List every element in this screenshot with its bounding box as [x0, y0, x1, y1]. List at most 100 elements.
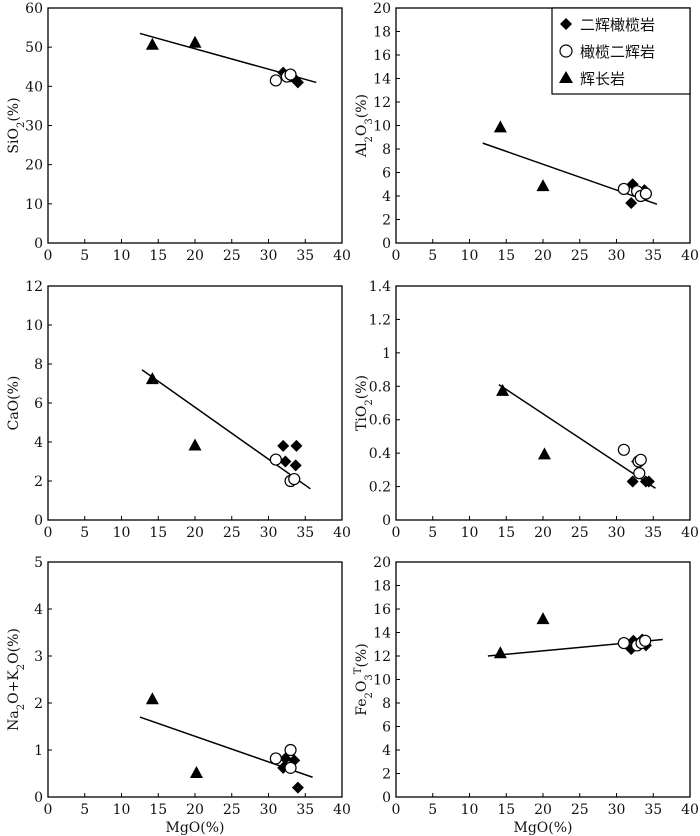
y-tick-label: 1.2: [369, 312, 391, 328]
y-tick-label: 2: [34, 474, 43, 490]
y-axis-title-part: O(%): [6, 628, 22, 664]
x-tick-label: 10: [113, 525, 131, 541]
y-axis-title-part: SiO: [6, 128, 22, 154]
y-axis-title: Fe2O3T(%): [353, 643, 375, 715]
chart-panel-fe2o3t: 0 5 10 15 20 25 30 35 4002468101214161820Fe2O3T(…: [353, 555, 699, 836]
x-tick-label: 10: [461, 248, 479, 264]
x-tick-label: 20: [534, 802, 552, 818]
y-tick-label: 6: [34, 396, 43, 412]
y-axis-title-part: 2: [16, 664, 27, 670]
triangle-point: [145, 692, 159, 705]
circle-point: [269, 74, 282, 87]
x-tick-label: 25: [571, 248, 589, 264]
y-axis-title-part: 2: [364, 692, 375, 698]
y-tick-label: 2: [382, 213, 391, 229]
trend-line: [482, 142, 658, 205]
x-tick-label: 25: [571, 525, 589, 541]
y-axis-title-part: 2: [16, 704, 27, 710]
legend-label: 二辉橄榄岩: [580, 16, 655, 34]
y-axis-title-part: TiO: [354, 406, 370, 431]
x-tick-label: 35: [296, 525, 314, 541]
y-axis-title-part: (%): [354, 94, 370, 118]
diamond-point: [626, 475, 639, 488]
triangle-point: [189, 766, 203, 779]
y-tick-label: 14: [373, 72, 391, 88]
y-tick-label: 4: [34, 602, 43, 618]
y-tick-label: 3: [34, 649, 43, 665]
y-tick-label: 1: [382, 346, 391, 362]
x-tick-label: 25: [223, 248, 241, 264]
y-tick-label: 40: [25, 79, 43, 95]
y-axis-title-part: CaO(%): [6, 376, 22, 431]
y-tick-label: 0.4: [369, 446, 391, 462]
y-axis-title-part: 3: [364, 118, 375, 124]
x-tick-label: 20: [186, 248, 204, 264]
y-tick-label: 2: [382, 767, 391, 783]
y-tick-label: 4: [382, 189, 391, 205]
y-tick-label: 0: [34, 790, 43, 806]
x-tick-label: 15: [149, 525, 167, 541]
legend-label: 辉长岩: [580, 70, 625, 88]
circle-point: [639, 187, 653, 200]
y-tick-label: 16: [373, 48, 391, 64]
x-tick-label: 10: [113, 248, 131, 264]
x-tick-label: 20: [534, 525, 552, 541]
y-tick-label: 10: [25, 197, 43, 213]
y-tick-label: 0.8: [369, 379, 391, 395]
y-axis-title-part: (%): [354, 375, 370, 399]
y-axis-title-part: Na: [6, 710, 22, 731]
x-tick-label: 40: [333, 248, 351, 264]
x-tick-label: 30: [608, 525, 626, 541]
chart-panel-tio2: 0 5 10 15 20 25 30 35 40 0 0.2 0.4 0.6 0.8 1 1.2 1.4 TiO2…: [354, 279, 699, 541]
x-tick-label: 0: [44, 525, 53, 541]
y-tick-label: 10: [373, 119, 391, 135]
x-tick-label: 0: [392, 525, 401, 541]
circle-point: [617, 182, 630, 196]
y-axis-title: TiO2(%): [354, 375, 375, 431]
triangle-point: [536, 612, 550, 625]
x-tick-label: 40: [681, 525, 699, 541]
x-tick-label: 35: [644, 248, 662, 264]
x-tick-label: 30: [260, 248, 278, 264]
circle-point: [617, 443, 630, 456]
y-axis-title-part: 2: [364, 136, 375, 142]
triangle-point: [496, 383, 510, 396]
x-tick-label: 30: [260, 802, 278, 818]
x-tick-label: 25: [571, 802, 589, 818]
y-tick-label: 14: [373, 626, 391, 642]
x-axis-title: MgO(%): [513, 820, 572, 836]
x-tick-label: 10: [461, 525, 479, 541]
x-tick-label: 5: [80, 525, 89, 541]
x-tick-label: 10: [461, 802, 479, 818]
legend-label: 橄榄二辉岩: [580, 43, 655, 61]
x-tick-label: 35: [644, 525, 662, 541]
y-axis-title-part: O+K: [6, 670, 22, 704]
x-tick-label: 25: [223, 802, 241, 818]
y-tick-label: 6: [382, 720, 391, 736]
x-tick-label: 25: [223, 525, 241, 541]
circle-point: [284, 743, 297, 757]
y-tick-label: 0.2: [369, 480, 391, 496]
y-tick-label: 5: [34, 555, 43, 571]
diamond-point: [642, 475, 655, 488]
x-tick-label: 35: [644, 802, 662, 818]
x-tick-label: 20: [186, 525, 204, 541]
x-tick-label: 5: [428, 802, 437, 818]
y-axis-title-part: O: [354, 125, 370, 136]
triangle-point: [493, 120, 507, 133]
y-tick-label: 0: [382, 513, 391, 529]
x-tick-label: 40: [333, 802, 351, 818]
y-axis-title-part: O: [354, 681, 370, 692]
triangle-point: [537, 447, 551, 460]
y-axis-title-part: (%): [354, 643, 370, 667]
diamond-point: [290, 439, 303, 452]
y-tick-label: 4: [382, 743, 391, 759]
x-tick-label: 40: [333, 525, 351, 541]
x-tick-label: 5: [428, 525, 437, 541]
chart-panel-sio2: 0 5 10 15 20 25 30 35 40 0 10 20 30 40 50 60 SiO2(%): [6, 1, 351, 264]
y-axis-title-part: 2: [364, 399, 375, 405]
diamond-point: [291, 76, 304, 89]
legend-circle-icon: [559, 44, 573, 58]
triangle-point: [536, 179, 550, 192]
